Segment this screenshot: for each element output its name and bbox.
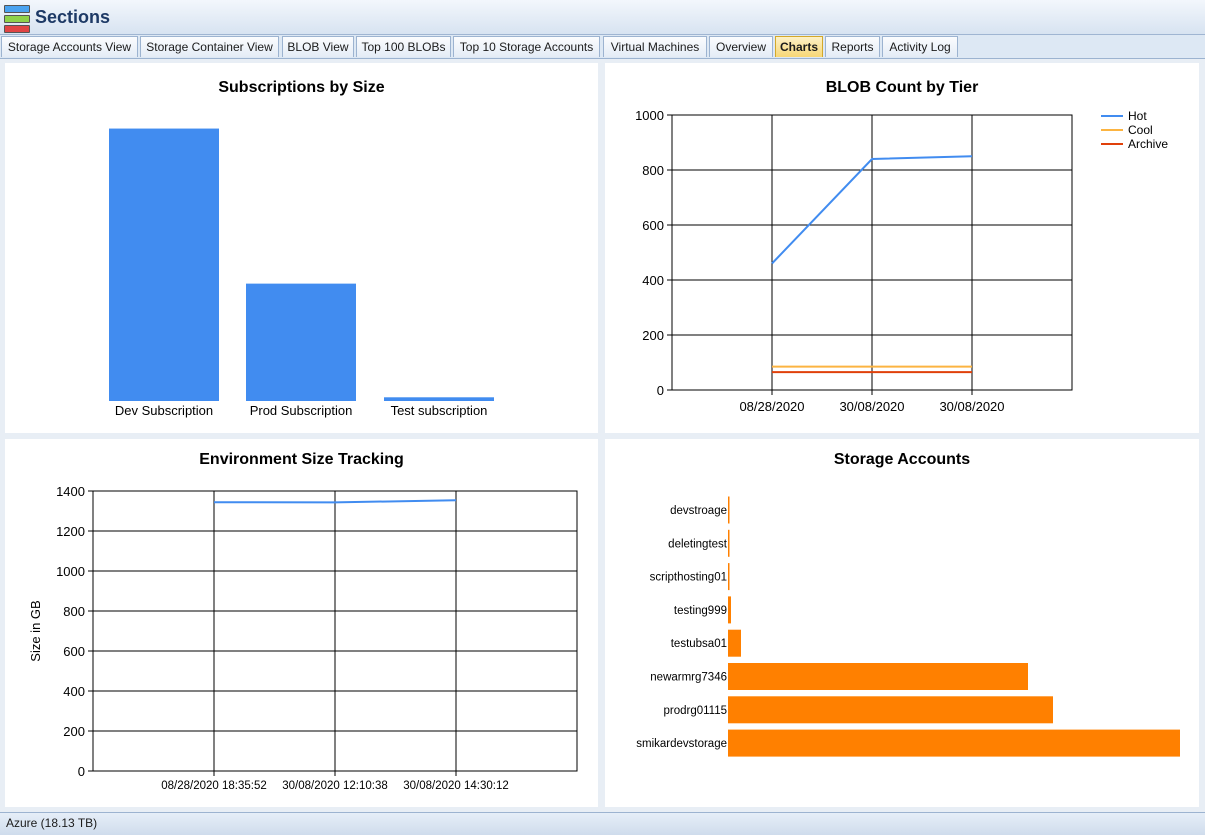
bar-newarmrg7346 [728, 663, 1028, 690]
blob-tier-line-chart: 0 200 400 600 800 1000 08/28/2020 30/08/2020 30/… [635, 108, 1168, 414]
bar-label-prod-subscription: Prod Subscription [250, 403, 353, 418]
y-tick-label: 1000 [56, 564, 85, 579]
legend-label-cool: Cool [1128, 123, 1153, 137]
bar-label-prodrg01115: prodrg01115 [663, 705, 727, 717]
storage-accounts-bar-chart: devstroage deletingtest scripthosting01 tes… [636, 496, 1180, 757]
bar-dev-subscription [109, 128, 219, 401]
bar-label-devstroage: devstroage [670, 505, 727, 517]
status-bar: Azure (18.13 TB) [0, 812, 1205, 835]
environment-size-chart-title: Environment Size Tracking [199, 451, 404, 468]
bar-testing999 [728, 596, 731, 624]
x-tick-label: 08/28/2020 [739, 399, 804, 414]
y-tick-label: 200 [63, 724, 85, 739]
x-tick-label: 30/08/2020 [939, 399, 1004, 414]
bar-devstroage [728, 496, 730, 524]
tab-bar: Storage Accounts View Storage Container … [0, 35, 1205, 59]
x-tick-label: 30/08/2020 [839, 399, 904, 414]
series-line-size [213, 499, 457, 504]
bar-prod-subscription [246, 283, 356, 401]
x-tick-label: 30/08/2020 14:30:12 [403, 780, 509, 792]
y-tick-label: 600 [63, 644, 85, 659]
environment-size-line-chart: 0 200 400 600 800 1000 1200 1400 08/28/2020 18:3… [28, 484, 578, 792]
blob-tier-chart-panel: BLOB Count by Tier 0 200 400 600 800 1000 08/2… [605, 63, 1199, 433]
tab-top-10-storage-accounts[interactable]: Top 10 Storage Accounts [453, 36, 600, 57]
y-tick-label: 400 [642, 273, 664, 288]
legend-label-archive: Archive [1128, 137, 1168, 151]
bar-label-test-subscription: Test subscription [391, 403, 488, 418]
bar-smikardevstorage [728, 729, 1180, 757]
blob-tier-chart-title: BLOB Count by Tier [825, 79, 979, 96]
y-tick-label: 1400 [56, 484, 85, 499]
status-text: Azure (18.13 TB) [6, 816, 98, 830]
tab-top-100-blobs[interactable]: Top 100 BLOBs [356, 36, 451, 57]
series-line-hot [771, 155, 973, 265]
y-tick-label: 1200 [56, 524, 85, 539]
y-tick-label: 600 [642, 218, 664, 233]
window-title: Sections [35, 7, 111, 27]
y-tick-label: 800 [63, 604, 85, 619]
tab-activity-log[interactable]: Activity Log [882, 36, 958, 57]
y-tick-label: 1000 [635, 108, 664, 123]
tab-storage-accounts-view[interactable]: Storage Accounts View [1, 36, 138, 57]
tab-overview[interactable]: Overview [709, 36, 773, 57]
legend-label-hot: Hot [1128, 109, 1147, 123]
tab-charts[interactable]: Charts [775, 36, 823, 57]
subscriptions-bar-chart: Dev Subscription Prod Subscription Test su… [109, 128, 494, 418]
bar-label-scripthosting01: scripthosting01 [650, 572, 727, 584]
y-tick-label: 0 [657, 383, 664, 398]
subscriptions-chart-panel: Subscriptions by Size Dev Subscription Pr… [5, 63, 598, 433]
subscriptions-chart-title: Subscriptions by Size [218, 79, 385, 96]
y-tick-label: 0 [78, 764, 85, 779]
bar-label-newarmrg7346: newarmrg7346 [650, 672, 727, 684]
environment-size-chart-panel: Environment Size Tracking 0 200 400 600 800 1… [5, 439, 598, 807]
bar-label-smikardevstorage: smikardevstorage [636, 738, 727, 750]
x-tick-label: 30/08/2020 12:10:38 [282, 780, 388, 792]
bar-scripthosting01 [728, 563, 730, 591]
bar-deletingtest [728, 529, 730, 557]
title-bar: Sections [0, 0, 1205, 35]
bar-label-testing999: testing999 [674, 605, 727, 617]
tab-reports[interactable]: Reports [825, 36, 880, 57]
bar-label-deletingtest: deletingtest [668, 538, 728, 550]
tab-virtual-machines[interactable]: Virtual Machines [603, 36, 707, 57]
storage-accounts-chart-title: Storage Accounts [833, 451, 971, 468]
y-tick-label: 800 [642, 163, 664, 178]
y-tick-label: 200 [642, 328, 664, 343]
bar-testubsa01 [728, 629, 741, 657]
tab-blob-view[interactable]: BLOB View [282, 36, 354, 57]
sections-app-icon [4, 5, 30, 33]
x-tick-label: 08/28/2020 18:35:52 [161, 780, 267, 792]
bar-label-dev-subscription: Dev Subscription [115, 403, 213, 418]
y-tick-label: 400 [63, 684, 85, 699]
bar-test-subscription [384, 397, 494, 401]
bar-prodrg01115 [728, 696, 1053, 724]
y-axis-label: Size in GB [28, 600, 43, 661]
charts-workarea: Subscriptions by Size Dev Subscription Pr… [0, 58, 1205, 813]
tab-storage-container-view[interactable]: Storage Container View [140, 36, 279, 57]
bar-label-testubsa01: testubsa01 [671, 638, 727, 650]
storage-accounts-chart-panel: Storage Accounts devstroage deletingtest s… [605, 439, 1199, 807]
